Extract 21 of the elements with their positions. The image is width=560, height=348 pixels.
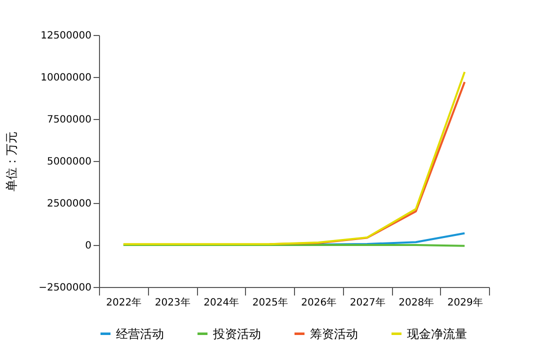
legend-label: 经营活动: [116, 326, 164, 341]
legend-label: 现金净流量: [407, 326, 467, 341]
y-tick-label: 5000000: [46, 156, 92, 168]
x-tick-label: 2027年: [350, 296, 386, 308]
x-tick-label: 2028年: [398, 296, 434, 308]
x-tick-label: 2023年: [154, 296, 190, 308]
x-tick-label: 2026年: [301, 296, 337, 308]
legend-label: 筹资活动: [310, 326, 358, 341]
line-series: [122, 70, 466, 246]
y-axis-title: 单位：万元: [4, 132, 19, 192]
y-tick-label: 10000000: [40, 72, 92, 84]
x-tick-label: 2025年: [252, 296, 288, 308]
x-tick-label: 2022年: [106, 296, 142, 308]
x-tick-label: 2024年: [204, 296, 240, 308]
y-tick-label: 2500000: [46, 198, 92, 210]
y-tick-label: −2500000: [38, 282, 92, 294]
x-tick-label: 2029年: [447, 296, 483, 308]
y-tick-label: 12500000: [40, 30, 92, 42]
legend-label: 投资活动: [212, 326, 261, 341]
y-tick-label: 0: [85, 240, 92, 252]
y-tick-label: 7500000: [46, 114, 92, 126]
